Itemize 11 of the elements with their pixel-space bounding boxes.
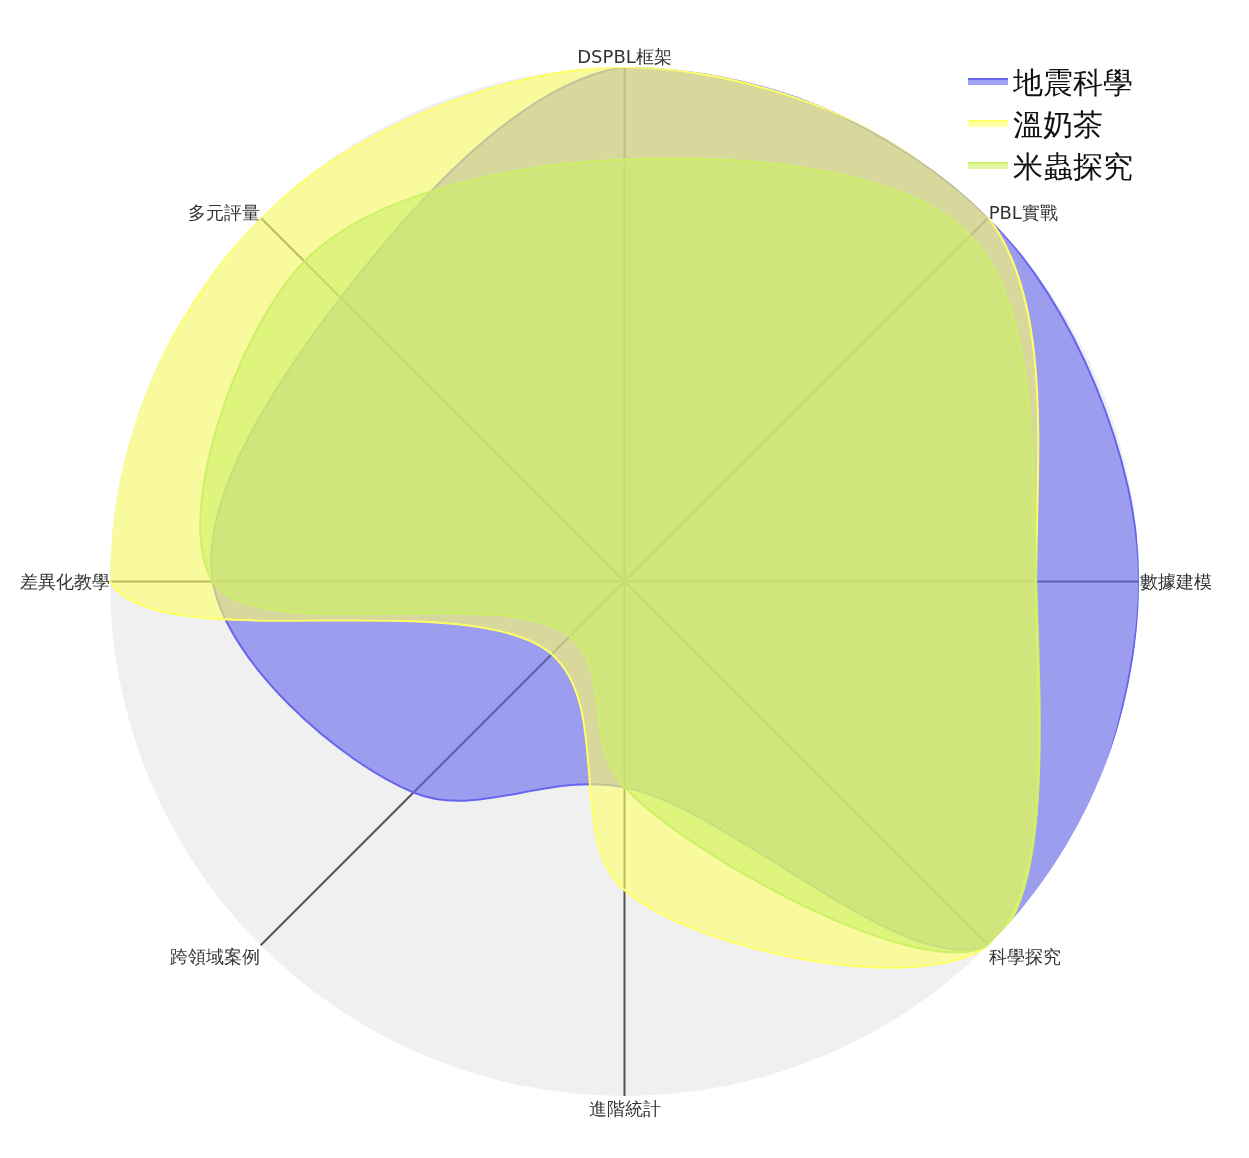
spoke-label: 科學探究 xyxy=(988,945,1061,967)
spoke-label: DSPBL框架 xyxy=(577,45,672,67)
spoke-label: 多元評量 xyxy=(188,202,261,224)
spoke-label: 跨領域案例 xyxy=(170,945,261,967)
spoke-label: 進階統計 xyxy=(588,1097,661,1119)
spoke-label: 數據建模 xyxy=(1139,570,1212,592)
legend-label: 溫奶茶 xyxy=(1013,106,1103,142)
spoke-label: PBL實戰 xyxy=(988,202,1058,224)
legend-label: 米蟲探究 xyxy=(1013,148,1133,184)
legend-label: 地震科學 xyxy=(1012,64,1133,100)
spoke-label: 差異化教學 xyxy=(19,570,110,592)
